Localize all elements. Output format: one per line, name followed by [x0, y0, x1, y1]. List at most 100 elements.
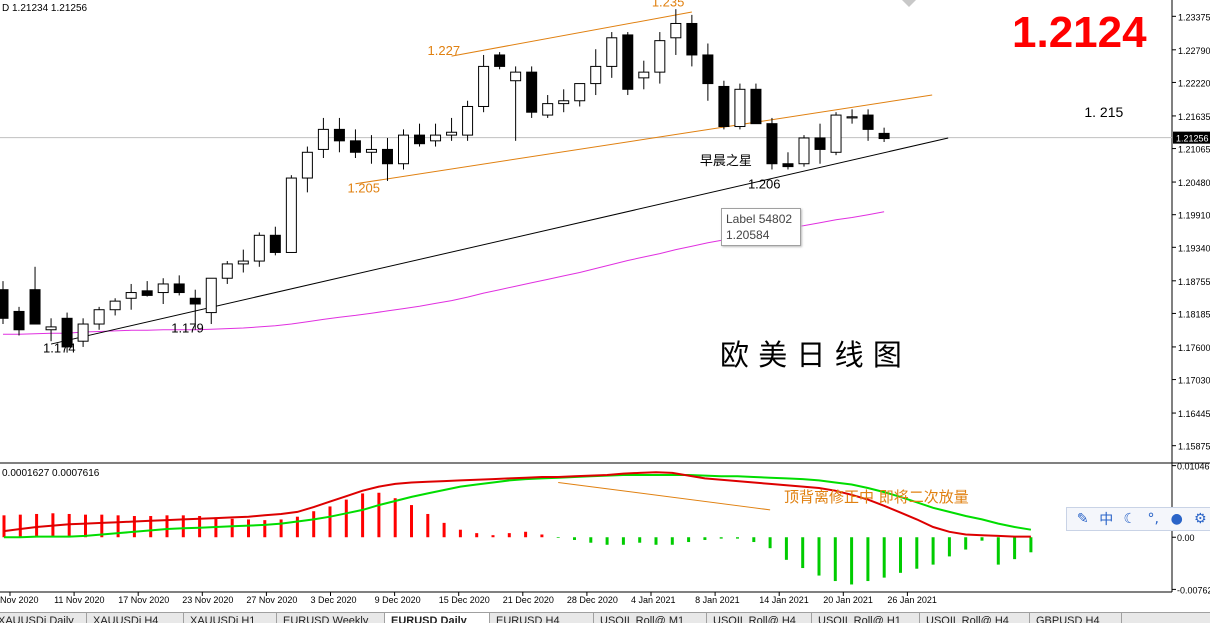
candle[interactable] [495, 52, 505, 69]
x-tick-label: 15 Dec 2020 [439, 595, 490, 605]
ime-toolbar: ✎ 中 ☾ °, ● ⚙ [1066, 507, 1210, 531]
macd-y-tick-label: -0.00762 [1177, 585, 1210, 595]
price-annotation: 1. 215 [1084, 104, 1123, 120]
tooltip-label-line: Label 54802 [726, 211, 796, 227]
candle-body [238, 261, 248, 264]
candle-body [318, 129, 328, 149]
label-tooltip: Label 54802 1.20584 [721, 208, 801, 246]
y-tick-label: 1.18755 [1178, 277, 1210, 287]
candle-body [382, 149, 392, 163]
y-tick-label: 1.19910 [1178, 211, 1210, 221]
macd-y-tick-label: 0.01046 [1177, 462, 1210, 472]
x-tick-label: 27 Nov 2020 [246, 595, 297, 605]
candle-body [415, 135, 425, 144]
scroll-marker-icon[interactable] [902, 0, 916, 7]
macd-y-tick-label: 0.00 [1177, 533, 1195, 543]
candle-body [126, 293, 136, 299]
candle-body [863, 115, 873, 129]
y-tick-label: 1.19340 [1178, 243, 1210, 253]
candle-body [799, 138, 809, 164]
candle-body [479, 66, 489, 106]
y-tick-label: 1.23375 [1178, 12, 1210, 22]
candle[interactable] [735, 84, 745, 130]
current-price-tag: 1.21256 [1176, 134, 1209, 144]
candle-body [270, 235, 280, 252]
main-plot-area [0, 0, 1172, 462]
macd-annotation: 顶背离修正中 即将二次放量 [784, 488, 969, 506]
y-tick-label: 1.20480 [1178, 178, 1210, 188]
y-tick-label: 1.21065 [1178, 145, 1210, 155]
candle-body [366, 149, 376, 152]
candle-body [334, 129, 344, 140]
candle-body [174, 284, 184, 293]
price-annotation: 1.179 [171, 321, 204, 336]
candle[interactable] [767, 118, 777, 170]
candle-body [767, 124, 777, 164]
punctuation-icon[interactable]: °, [1144, 509, 1164, 529]
candle-body [751, 89, 761, 123]
candle-body [78, 324, 88, 341]
y-tick-label: 1.22220 [1178, 78, 1210, 88]
price-annotation: 1.174 [43, 341, 76, 356]
chinese-mode-icon[interactable]: 中 [1097, 509, 1117, 529]
candle-body [639, 72, 649, 78]
x-tick-label: 20 Jan 2021 [823, 595, 873, 605]
ohlc-readout: D 1.21234 1.21256 [2, 3, 87, 14]
x-tick-label: 11 Nov 2020 [54, 595, 104, 605]
x-tick-label: 23 Nov 2020 [182, 595, 233, 605]
tooltip-price-line: 1.20584 [726, 227, 796, 243]
candle-body [30, 290, 40, 324]
candle-body [350, 141, 360, 152]
y-tick-label: 1.22790 [1178, 46, 1210, 56]
gear-icon[interactable]: ⚙ [1191, 509, 1210, 529]
moon-icon[interactable]: ☾ [1120, 509, 1140, 529]
y-tick-label: 1.17600 [1178, 343, 1210, 353]
price-annotation: 1.205 [347, 180, 380, 195]
price-annotation: 1.235 [652, 0, 685, 9]
candle-body [831, 115, 841, 152]
candle[interactable] [799, 135, 809, 166]
candle-body [623, 35, 633, 89]
user-icon[interactable]: ● [1167, 509, 1187, 529]
candle-body [719, 86, 729, 126]
candle-body [575, 84, 585, 101]
candle[interactable] [623, 32, 633, 95]
y-tick-label: 1.18185 [1178, 309, 1210, 319]
candle-body [655, 41, 665, 72]
candle[interactable] [719, 81, 729, 130]
candle-body [206, 278, 216, 312]
candle-body [399, 135, 409, 164]
y-tick-label: 1.16445 [1178, 409, 1210, 419]
y-tick-label: 1.15875 [1178, 442, 1210, 452]
x-tick-label: 26 Jan 2021 [887, 595, 937, 605]
candle[interactable] [463, 101, 473, 141]
candle-body [879, 133, 889, 138]
candle-body [607, 38, 617, 67]
candle[interactable] [399, 129, 409, 169]
chart-title: 欧 美 日 线 图 [720, 338, 902, 372]
candle-body [463, 106, 473, 135]
candle-body [511, 72, 521, 81]
candle-body [158, 284, 168, 293]
x-tick-label: 14 Jan 2021 [759, 595, 809, 605]
price-annotation: 1.227 [428, 43, 461, 58]
candle-body [254, 235, 264, 261]
edit-icon[interactable]: ✎ [1073, 509, 1093, 529]
candle-body [110, 301, 120, 310]
candle-body [671, 23, 681, 37]
x-tick-label: 17 Nov 2020 [118, 595, 169, 605]
candle-body [687, 23, 697, 54]
x-tick-label: 3 Dec 2020 [311, 595, 357, 605]
candle[interactable] [831, 112, 841, 155]
candle[interactable] [751, 84, 761, 124]
price-annotation: 1.206 [748, 176, 781, 191]
x-tick-label: 4 Jan 2021 [631, 595, 676, 605]
candle-body [14, 311, 24, 329]
candle[interactable] [527, 66, 537, 118]
candle-body [302, 152, 312, 178]
candle[interactable] [286, 175, 296, 252]
price-annotation: 早晨之星 [700, 153, 752, 168]
x-tick-label: 8 Jan 2021 [695, 595, 740, 605]
